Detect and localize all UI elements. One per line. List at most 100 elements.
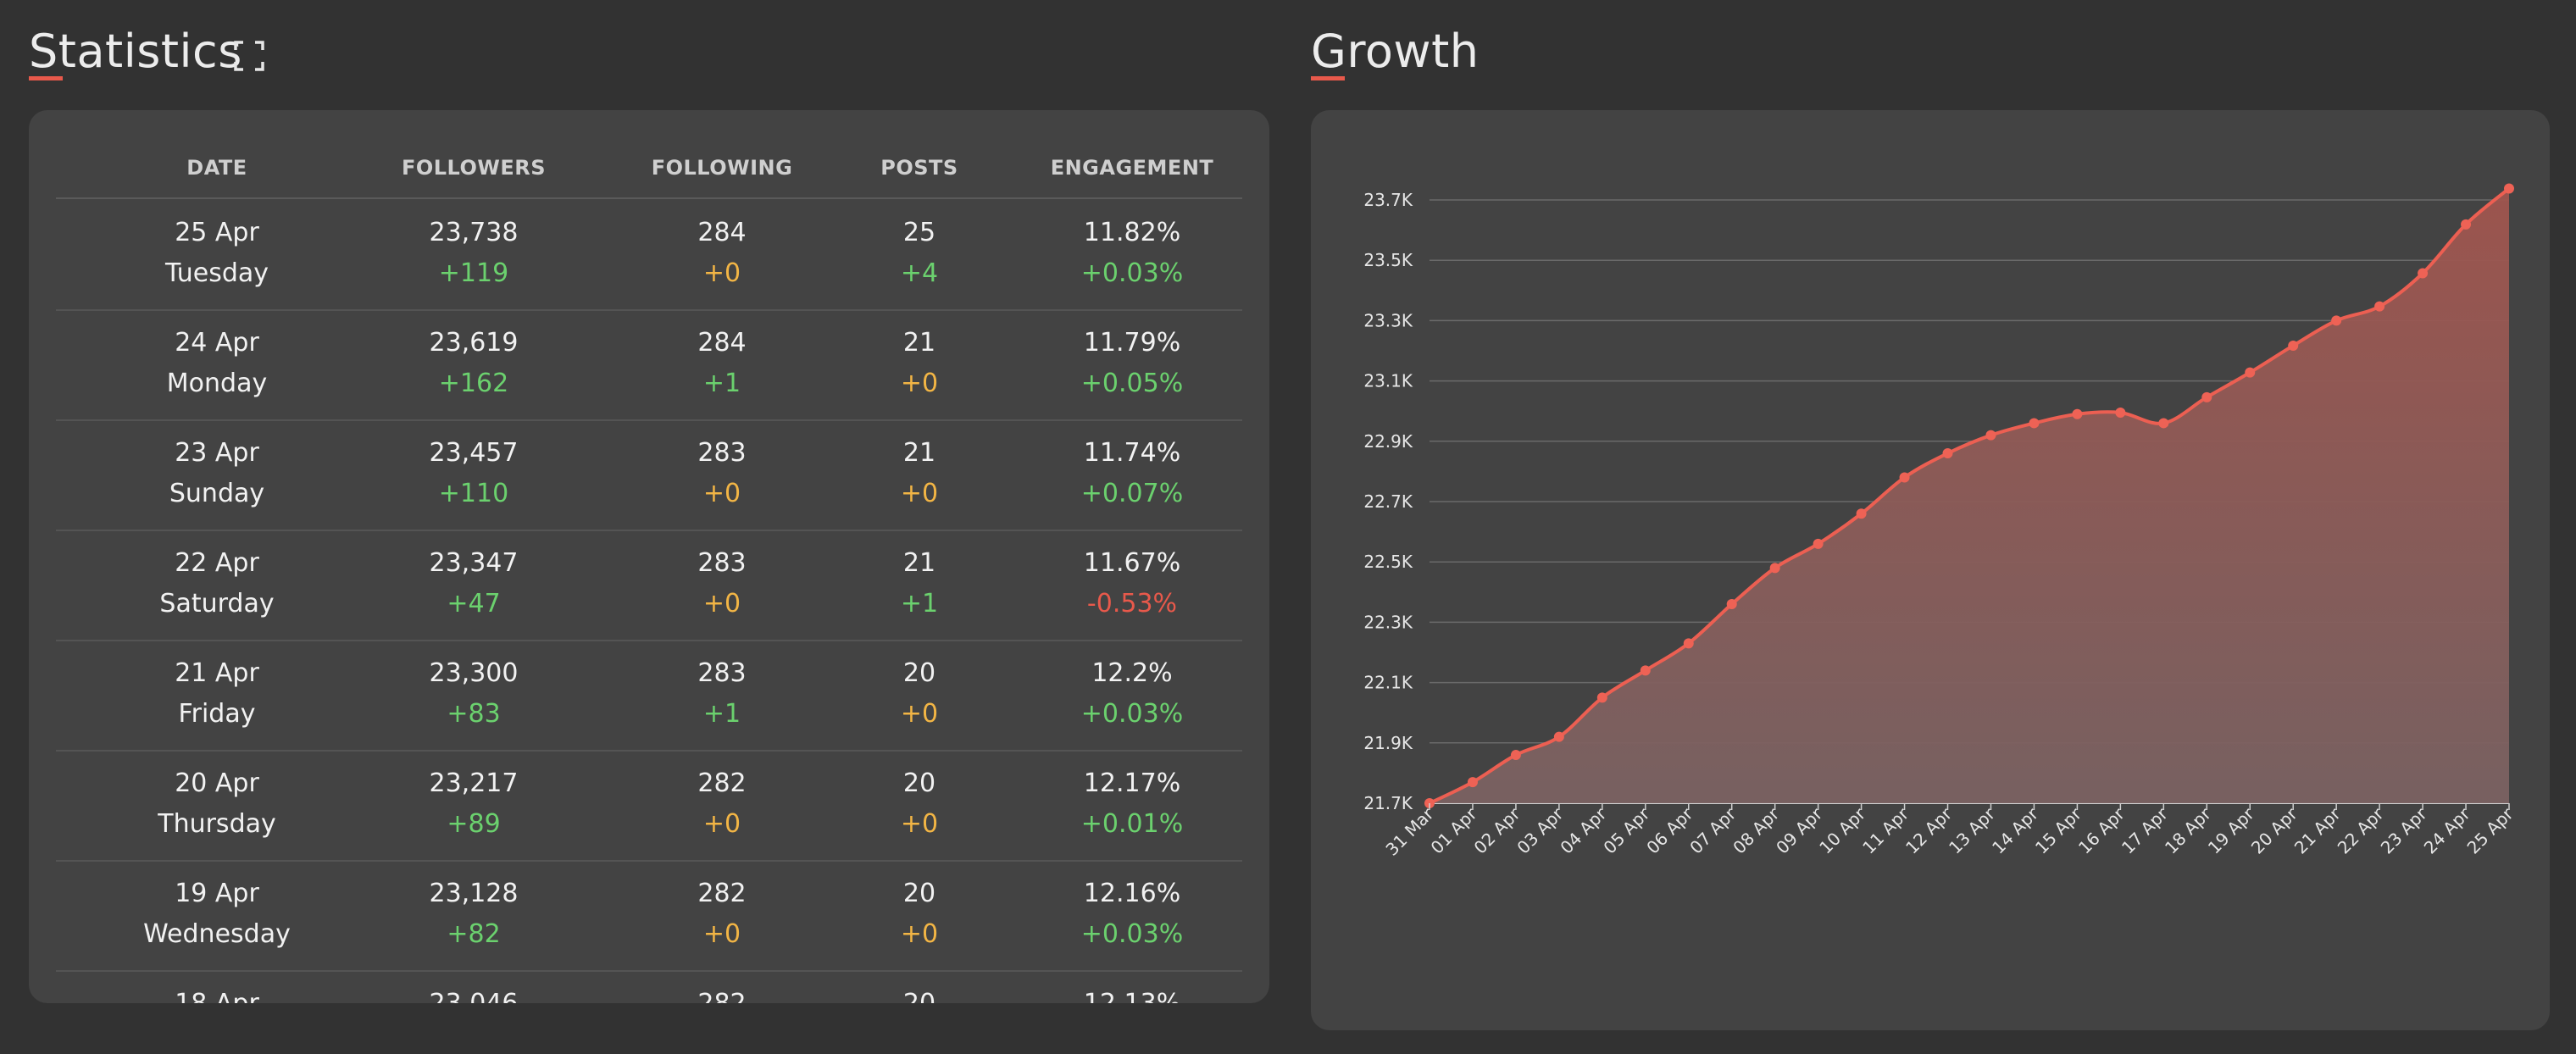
data-point[interactable] (1510, 750, 1521, 761)
engagement-delta: +0.03% (1080, 258, 1184, 288)
following-value: 282 (697, 879, 747, 908)
data-point[interactable] (2288, 340, 2299, 351)
data-point[interactable] (2331, 315, 2342, 326)
data-point[interactable] (1596, 692, 1607, 703)
data-point[interactable] (1769, 563, 1780, 574)
y-tick-label: 21.9K (1363, 733, 1413, 753)
posts-value: 20 (902, 879, 936, 908)
data-point[interactable] (2072, 408, 2083, 419)
followers-delta: +89 (447, 809, 501, 839)
posts-value: 21 (902, 328, 936, 358)
data-point[interactable] (2374, 301, 2385, 312)
following-delta: +1 (702, 699, 741, 729)
growth-area (1430, 188, 2509, 804)
engagement-value: 11.74% (1083, 438, 1181, 468)
posts-delta: +1 (900, 589, 939, 619)
following-value: 282 (697, 989, 746, 1003)
table-row: 25 Apr Tuesday 23,738 +119 284 +0 25 +4 11.82% +0… (56, 199, 1242, 311)
data-point[interactable] (1985, 430, 1996, 441)
table-header: DATE FOLLOWERS FOLLOWING POSTS ENGAGEMEN… (56, 110, 1242, 199)
followers-value: 23,619 (429, 328, 519, 358)
column-header-followers[interactable]: FOLLOWERS (401, 156, 547, 180)
weekday-label: Saturday (159, 589, 275, 619)
following-value: 283 (697, 438, 747, 468)
date-value: 19 Apr (175, 879, 259, 908)
x-tick-label: 03 Apr (1513, 803, 1567, 857)
date-value: 23 Apr (175, 438, 259, 468)
data-point[interactable] (2158, 418, 2169, 429)
data-point[interactable] (2029, 418, 2040, 429)
posts-value: 20 (902, 658, 936, 688)
statistics-title: Statistics (29, 25, 242, 78)
x-tick-label: 10 Apr (1815, 803, 1869, 857)
statistics-table: DATE FOLLOWERS FOLLOWING POSTS ENGAGEMEN… (29, 110, 1269, 1003)
followers-value: 23,300 (429, 658, 519, 688)
x-tick-label: 04 Apr (1556, 803, 1610, 857)
y-tick-label: 22.1K (1363, 673, 1413, 693)
data-point[interactable] (2245, 367, 2256, 378)
data-point[interactable] (1553, 731, 1564, 742)
date-value: 18 Apr (175, 989, 259, 1003)
growth-chart-panel: 21.7K 21.9K 22.1K 22.3K 22.5K 22.7K 22.9K 23.1K… (1311, 110, 2550, 1030)
followers-delta: +83 (447, 699, 501, 729)
data-point[interactable] (1683, 638, 1694, 649)
x-tick-label: 11 Apr (1858, 803, 1913, 857)
following-delta: +0 (702, 258, 741, 288)
table-row: 21 Apr Friday 23,300 +83 283 +1 20 +0 12.2% +0.03… (56, 640, 1242, 752)
x-tick-label: 20 Apr (2247, 803, 2301, 857)
y-tick-label: 22.9K (1363, 431, 1413, 452)
engagement-delta: +0.03% (1080, 919, 1184, 949)
following-value: 284 (697, 218, 747, 247)
x-tick-label: 17 Apr (2118, 803, 2172, 857)
posts-value: 20 (903, 989, 935, 1003)
weekday-label: Thursday (158, 809, 276, 839)
data-point[interactable] (2115, 407, 2126, 418)
x-tick-label: 14 Apr (1988, 803, 2042, 857)
table-row: 20 Apr Thursday 23,217 +89 282 +0 20 +0 12.17% +0… (56, 750, 1242, 862)
weekday-label: Friday (178, 699, 256, 729)
date-value: 20 Apr (175, 768, 259, 798)
x-tick-label: 16 Apr (2074, 803, 2129, 857)
data-point[interactable] (1899, 472, 1910, 483)
column-header-posts[interactable]: POSTS (880, 156, 958, 180)
following-value: 283 (697, 548, 747, 578)
data-point[interactable] (1640, 665, 1651, 676)
expand-icon[interactable] (234, 41, 264, 71)
y-tick-label: 23.1K (1363, 371, 1413, 391)
data-point[interactable] (2461, 219, 2472, 230)
followers-delta: +110 (438, 479, 509, 508)
data-point[interactable] (1467, 777, 1478, 788)
engagement-value: 11.82% (1083, 218, 1181, 247)
engagement-value: 12.16% (1083, 879, 1181, 908)
data-point[interactable] (2418, 268, 2429, 279)
column-header-date[interactable]: DATE (186, 156, 247, 180)
x-tick-label: 01 Apr (1427, 803, 1481, 857)
table-row: 19 Apr Wednesday 23,128 +82 282 +0 20 +0 12.16% +… (56, 860, 1242, 972)
following-delta: +1 (702, 369, 741, 398)
y-tick-label: 23.5K (1363, 250, 1413, 270)
table-row: 23 Apr Sunday 23,457 +110 283 +0 21 +0 11.74% +0.… (56, 419, 1242, 531)
data-point[interactable] (1942, 448, 1953, 459)
data-point[interactable] (1813, 538, 1824, 549)
data-point[interactable] (1856, 508, 1867, 519)
column-header-following[interactable]: FOLLOWING (651, 156, 793, 180)
x-tick-label: 21 Apr (2290, 803, 2345, 857)
following-delta: +0 (702, 919, 741, 949)
posts-delta: +0 (900, 479, 939, 508)
date-value: 24 Apr (175, 328, 259, 358)
posts-delta: +0 (900, 809, 939, 839)
data-point[interactable] (1726, 599, 1737, 610)
following-delta: +0 (702, 589, 741, 619)
x-tick-label: 25 Apr (2463, 803, 2518, 857)
posts-value: 25 (902, 218, 936, 247)
data-point[interactable] (2504, 183, 2514, 194)
growth-title-underline (1311, 76, 1345, 80)
x-tick-label: 02 Apr (1470, 803, 1524, 857)
data-point[interactable] (2201, 391, 2212, 402)
weekday-label: Sunday (169, 479, 265, 508)
column-header-engagement[interactable]: ENGAGEMENT (1050, 156, 1214, 180)
engagement-delta: +0.07% (1080, 479, 1184, 508)
engagement-value: 11.79% (1083, 328, 1181, 358)
table-row: 22 Apr Saturday 23,347 +47 283 +0 21 +1 11.67% -0… (56, 530, 1242, 641)
following-delta: +0 (702, 809, 741, 839)
